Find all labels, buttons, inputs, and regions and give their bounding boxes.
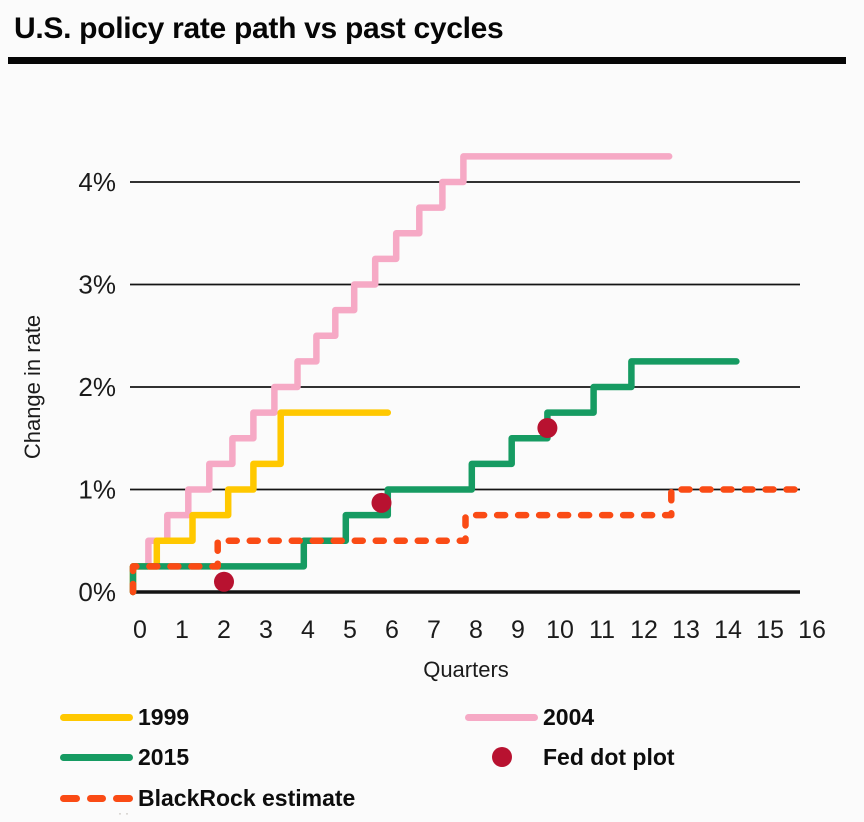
legend-label-fed-dot-plot: Fed dot plot [543,743,675,770]
x-tick-label-9: 9 [511,616,525,644]
legend-swatch-2004-line [465,713,538,721]
legend-item-2015: 2015 [60,743,190,770]
fed-dot-2 [537,418,558,438]
fed-dot-0 [214,571,234,592]
x-tick-label-4: 4 [301,616,315,644]
page-title: U.S. policy rate path vs past cycles [14,12,504,45]
legend-swatch-blackrock-dashed-line [60,794,134,802]
x-tick-label-1: 1 [175,616,189,644]
y-tick-label-0%: 0% [78,577,116,607]
x-tick-label-8: 8 [469,616,483,644]
y-axis-label: Change in rate [20,315,45,459]
y-tick-label-4%: 4% [78,167,116,197]
cropped-footnote-artifact: ·· [118,806,132,820]
x-tick-label-15: 15 [756,616,784,644]
x-tick-label-10: 10 [546,616,574,644]
legend-item-blackrock-estimate: BlackRock estimate [60,784,356,811]
x-tick-label-16: 16 [798,616,826,644]
series-path-2004 [129,153,673,596]
series-path-2015 [129,358,740,596]
y-tick-label-2%: 2% [78,372,116,402]
x-tick-label-13: 13 [672,616,700,644]
legend-item-1999: 1999 [60,703,190,730]
x-tick-label-2: 2 [217,616,231,644]
legend-label-2004: 2004 [543,703,595,730]
x-tick-label-7: 7 [427,616,441,644]
title-rule [8,57,846,64]
series-path-blackrock-estimate [129,486,807,596]
y-tick-label-1%: 1% [78,475,116,505]
x-tick-label-0: 0 [133,616,147,644]
x-tick-label-14: 14 [714,616,742,644]
y-tick-label-3%: 3% [78,270,116,300]
legend-label-blackrock-estimate: BlackRock estimate [138,784,356,811]
legend-swatch-1999-line [60,713,133,721]
legend-label-2015: 2015 [138,743,190,770]
fed-dot-1 [371,492,392,513]
x-tick-label-12: 12 [630,616,658,644]
legend-swatch-fed-dot [465,747,538,767]
legend-swatch-2015-line [60,753,133,761]
x-tick-label-11: 11 [589,616,615,644]
x-tick-label-6: 6 [385,616,399,644]
x-tick-label-3: 3 [259,616,273,644]
legend-label-1999: 1999 [138,703,190,730]
legend-item-2004: 2004 [465,703,595,730]
x-tick-label-5: 5 [343,616,357,644]
x-axis-label: Quarters [423,657,509,682]
legend-item-fed-dot-plot: Fed dot plot [465,743,675,770]
